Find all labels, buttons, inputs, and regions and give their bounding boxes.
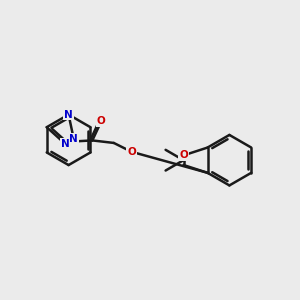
Text: N: N <box>64 110 73 120</box>
Text: N: N <box>61 139 70 149</box>
Text: O: O <box>127 147 136 157</box>
Text: O: O <box>179 150 188 161</box>
Text: O: O <box>97 116 106 127</box>
Text: N: N <box>69 134 78 144</box>
